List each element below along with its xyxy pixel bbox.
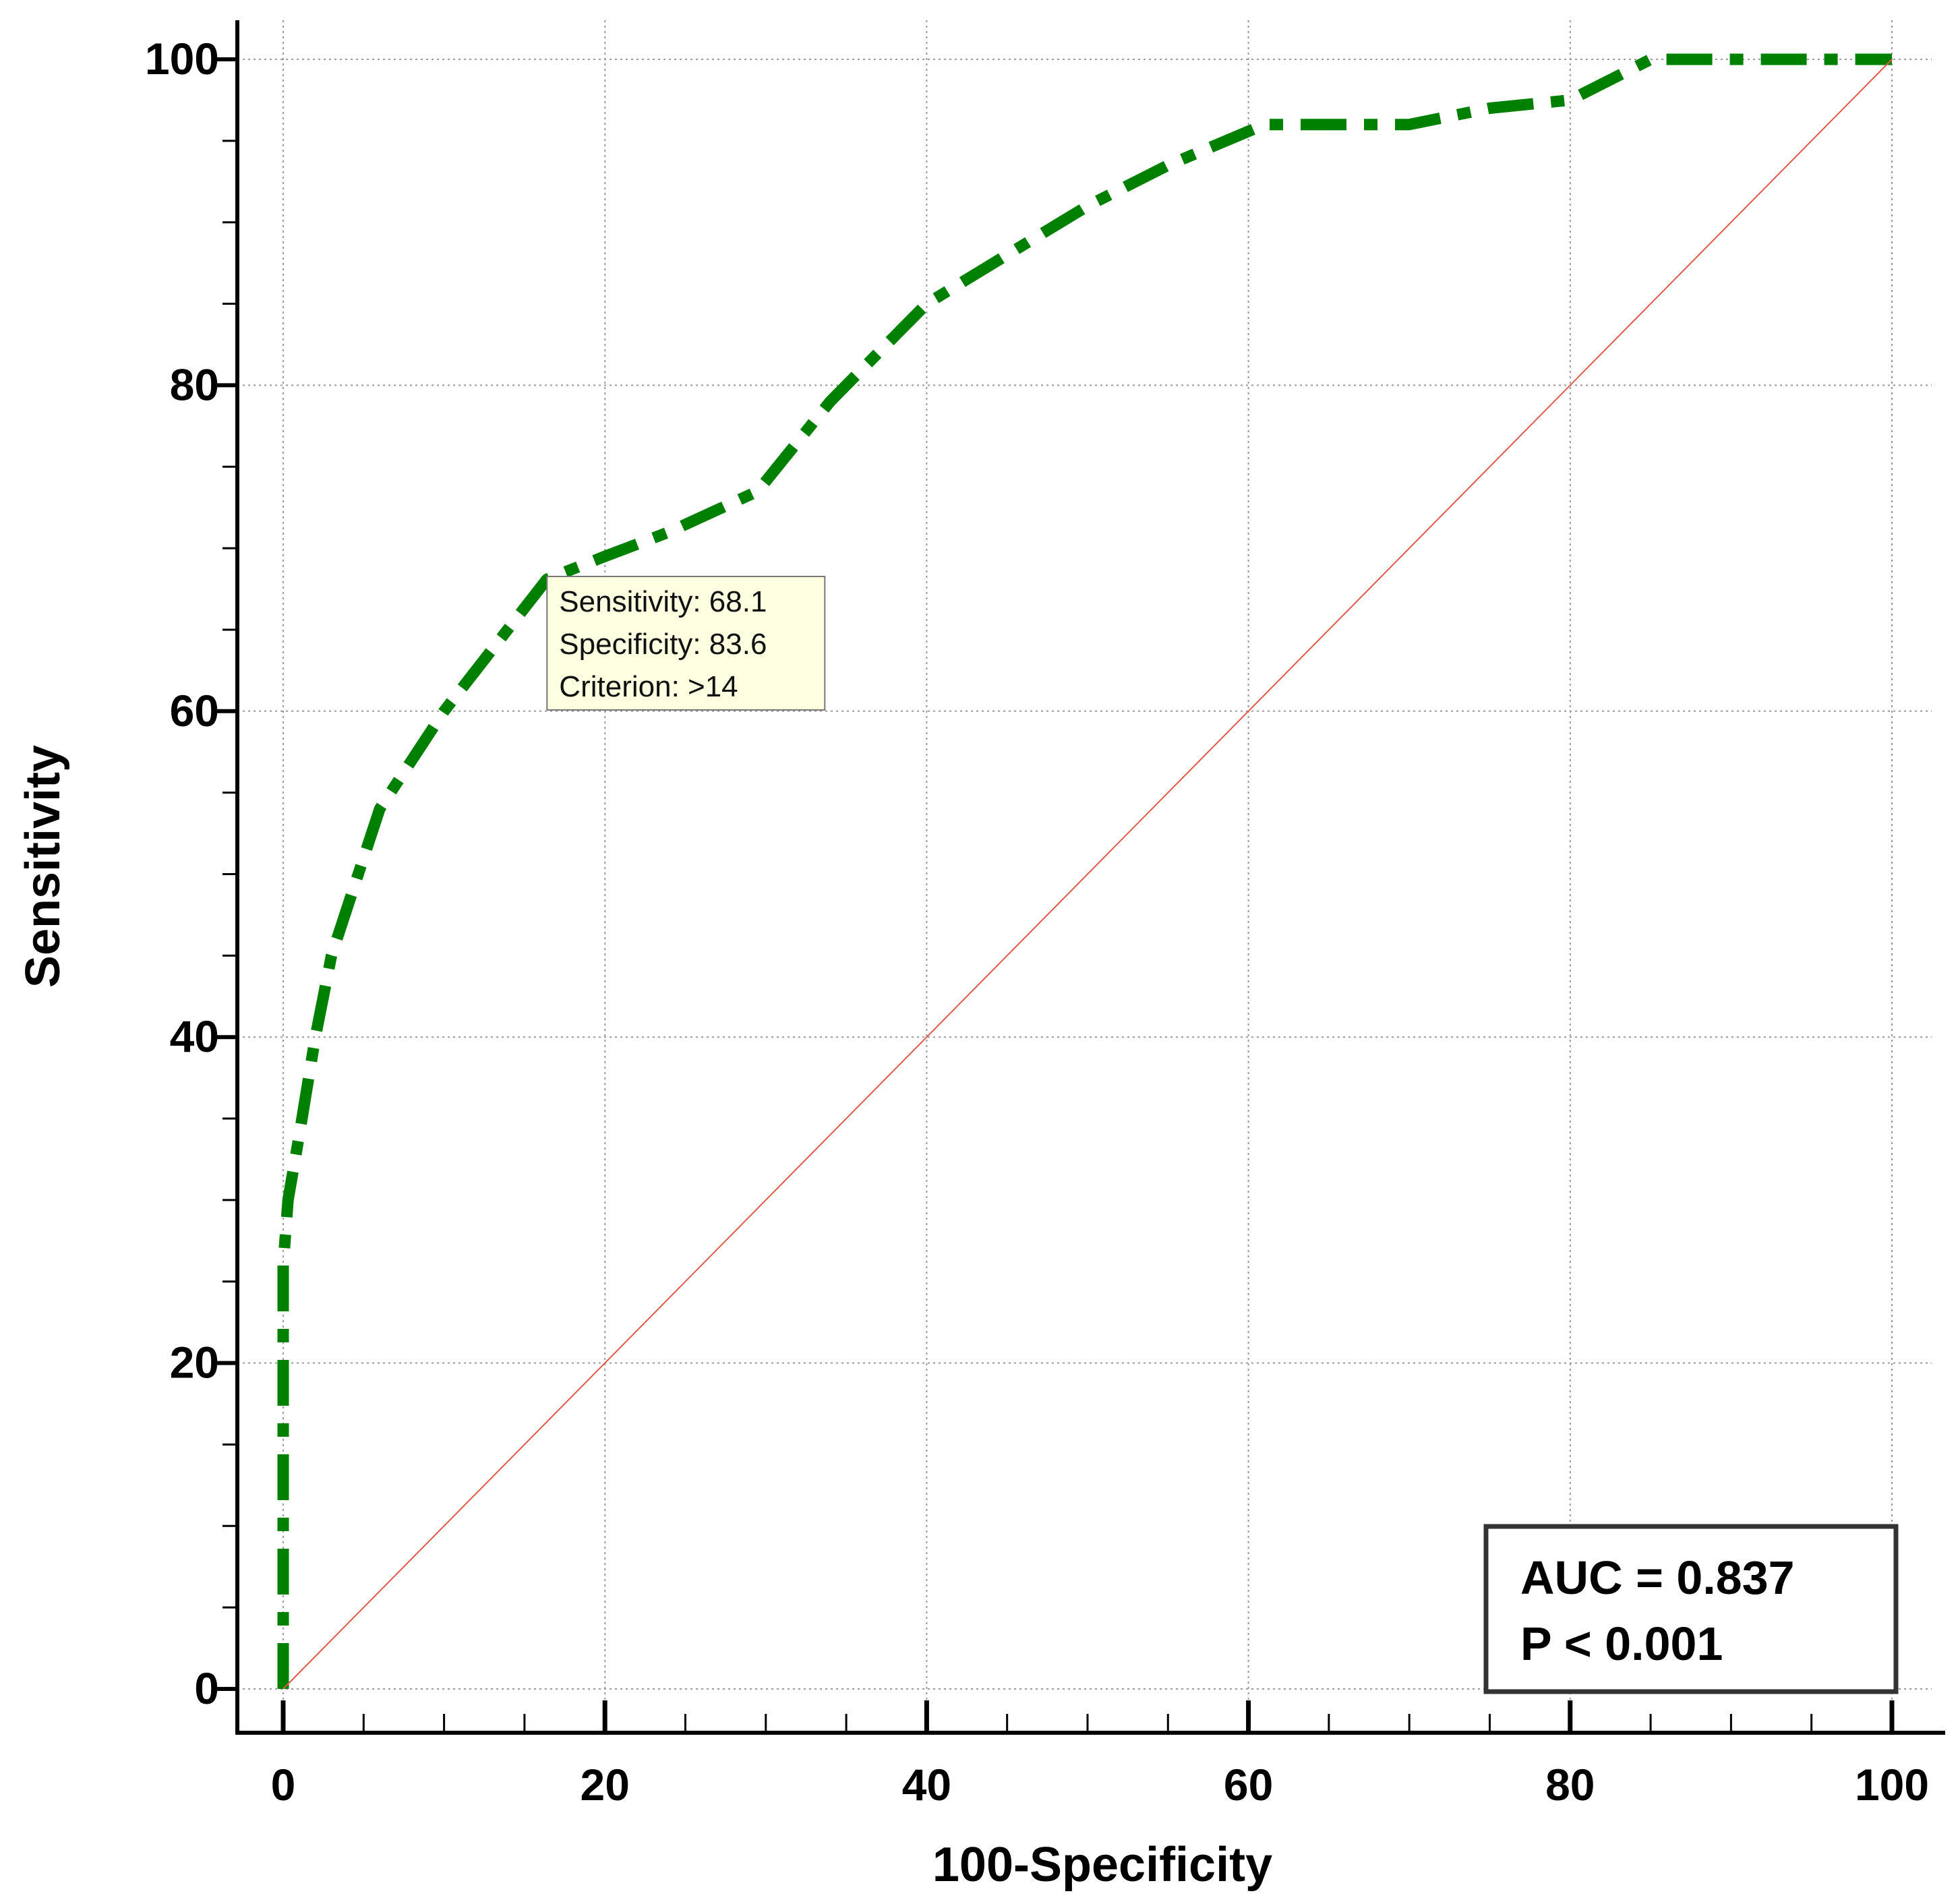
y-tick-label: 40 [170, 1011, 219, 1061]
series-group [277, 53, 1893, 1690]
x-tick-label: 40 [902, 1760, 951, 1810]
annotation-sensitivity: Sensitivity: 68.1 [559, 585, 767, 618]
annotation-specificity: Specificity: 83.6 [559, 628, 767, 661]
y-tick-label: 20 [170, 1338, 219, 1388]
x-tick-label: 0 [271, 1760, 296, 1810]
tick-labels: 0 20 40 60 80 100 0 20 40 60 80 100 [145, 34, 1929, 1810]
roc-curve-line [277, 53, 1892, 1689]
grid-lines [237, 20, 1932, 1733]
criterion-annotation: Sensitivity: 68.1 Specificity: 83.6 Crit… [546, 576, 826, 711]
reference-diagonal-line [283, 59, 1893, 1690]
y-axis-label: Sensitivity [16, 745, 70, 988]
axes [235, 20, 1945, 1735]
annotation-box [546, 576, 826, 711]
x-tick-label: 100 [1855, 1760, 1929, 1810]
annotation-criterion: Criterion: >14 [559, 670, 738, 703]
x-tick-label: 60 [1224, 1760, 1273, 1810]
tick-marks [212, 57, 1895, 1733]
p-value: P < 0.001 [1520, 1617, 1723, 1670]
auc-value: AUC = 0.837 [1520, 1551, 1795, 1604]
x-tick-label: 80 [1545, 1760, 1595, 1810]
x-tick-label: 20 [580, 1760, 629, 1810]
auc-stats-box: AUC = 0.837 P < 0.001 [1483, 1524, 1899, 1694]
y-tick-label: 60 [170, 686, 219, 736]
y-tick-label: 0 [194, 1663, 219, 1713]
y-tick-label: 80 [170, 359, 219, 409]
x-axis-label: 100-Specificity [932, 1838, 1272, 1892]
y-tick-label: 100 [145, 34, 219, 84]
stats-box-frame [1483, 1524, 1899, 1694]
